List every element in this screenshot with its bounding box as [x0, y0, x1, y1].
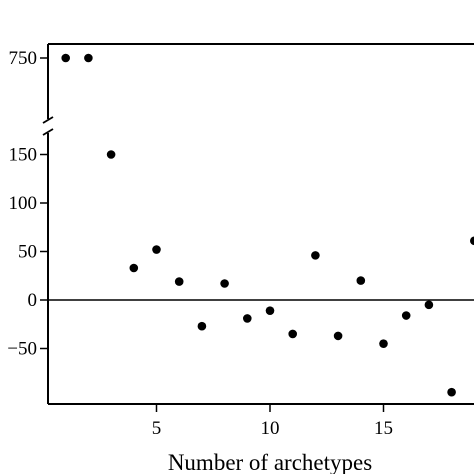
data-point: [333, 331, 343, 341]
y-tick-label: 0: [28, 290, 38, 311]
data-point: [401, 311, 411, 320]
data-point: [424, 300, 434, 310]
data-point: [356, 276, 366, 285]
data-point: [220, 279, 229, 288]
data-point: [379, 339, 388, 348]
data-point: [106, 150, 116, 159]
data-point: [84, 53, 93, 63]
data-point: [174, 277, 184, 286]
y-tick-label: 750: [9, 48, 38, 69]
data-point: [197, 321, 207, 331]
y-tick-label: 50: [18, 242, 37, 263]
y-tick-label: −50: [7, 339, 37, 360]
chart-ticks: −50 0 50 100 150 750 5 10 15: [7, 48, 393, 439]
data-point: [288, 329, 298, 339]
data-point: [265, 306, 275, 315]
data-point: [243, 314, 252, 323]
x-tick-label: 10: [261, 418, 280, 439]
x-tick-label: 5: [152, 418, 162, 439]
chart-axes: [42, 43, 474, 405]
y-tick-label: 100: [9, 193, 38, 214]
data-point: [152, 245, 161, 254]
x-axis-title: Number of archetypes: [168, 450, 372, 474]
axis-break-mark: [42, 116, 54, 124]
data-point: [129, 263, 139, 273]
axis-break-mark: [42, 128, 54, 136]
chart-points: [61, 53, 474, 397]
y-tick-label: 150: [9, 145, 38, 166]
x-tick-label: 15: [374, 418, 393, 439]
data-point: [470, 236, 474, 246]
data-point: [311, 251, 320, 260]
data-point: [61, 53, 70, 63]
data-point: [447, 387, 456, 397]
